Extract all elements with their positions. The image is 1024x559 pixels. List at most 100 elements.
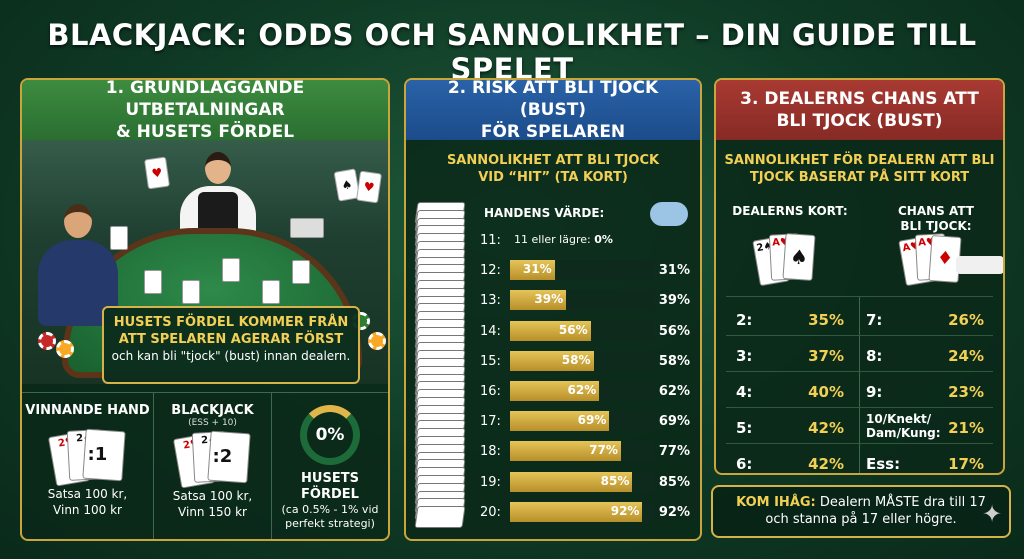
- house-edge-column: 0% HUSETS FÖRDEL (ca 0.5% - 1% vid perfe…: [272, 393, 388, 539]
- row-divider: [726, 443, 993, 444]
- page-title: BLACKJACK: ODDS OCH SANNOLIKHET – DIN GU…: [47, 18, 977, 86]
- panel-subtitle: SANNOLIKHET FÖR DEALERN ATT BLI TJOCK BA…: [716, 152, 1003, 186]
- bar-track: 56%: [510, 320, 654, 341]
- panel-payouts: 1. GRUNDLÄGGANDE UTBETALNINGAR & HUSETS …: [20, 78, 390, 541]
- bar-data-label: 77%: [589, 443, 618, 458]
- bar: 62%: [510, 381, 600, 401]
- heart-card-icon: ♥: [356, 170, 382, 204]
- heart-card-icon: ♥: [144, 156, 170, 190]
- bar-value: 56%: [658, 323, 690, 339]
- note-text: 11 eller lägre:: [514, 233, 595, 246]
- bust-percentage: 17%: [948, 455, 984, 473]
- hand-value-label: 14:: [480, 323, 501, 339]
- bust-chance-header: CHANS ATT BLI TJOCK:: [876, 204, 996, 234]
- winning-hand-column: VINNANDE HAND 2♥ 2♠ :1 Satsa 100 kr, Vin…: [22, 393, 154, 539]
- remember-label: KOM IHÅG:: [736, 495, 816, 510]
- dealer-card-label: 5:: [736, 419, 753, 437]
- panel-player-bust: 2. RISK ATT BLI TJOCK (BUST) FÖR SPELARE…: [404, 78, 702, 541]
- dealer-hand-icon: [956, 256, 1003, 274]
- bar-track: 69%: [510, 411, 654, 432]
- panel-dealer-bust-heading: 3. DEALERNS CHANS ATT BLI TJOCK (BUST): [716, 80, 1003, 140]
- card-shoe-icon: [110, 226, 128, 250]
- blackjack-column: BLACKJACK (ESS + 10) 2♥ 2♠ :2 Satsa 100 …: [154, 393, 272, 539]
- bar-track: 39%: [510, 290, 654, 311]
- column-divider: [859, 296, 860, 473]
- bust-percentage: 35%: [808, 311, 844, 329]
- bar-value: 85%: [658, 474, 690, 490]
- payout-ratio: :1: [87, 444, 108, 465]
- bust-percentage: 40%: [808, 383, 844, 401]
- bar: 39%: [510, 290, 567, 311]
- card-icon: [262, 280, 280, 304]
- card-icon: [414, 506, 466, 529]
- card-shoe-icon: [290, 218, 324, 238]
- dealer-card-label: Ess:: [866, 455, 901, 473]
- bar-track: 58%: [510, 350, 654, 371]
- cloud-icon: [650, 202, 688, 226]
- bar: 85%: [510, 471, 633, 492]
- callout-title: HUSETS FÖRDEL KOMMER FRÅN: [113, 315, 349, 330]
- dealer-card-label: 8:: [866, 347, 883, 365]
- bust-percentage: 42%: [808, 455, 844, 473]
- bar-value: 62%: [658, 384, 690, 399]
- card-icon: [222, 258, 240, 282]
- dealer-card-label: 3:: [736, 347, 753, 365]
- subtitle-line: VID “HIT” (TA KORT): [478, 170, 628, 185]
- dealer-cards-icon: 2♠ A♥ ♠: [752, 233, 826, 290]
- row-divider: [726, 371, 993, 372]
- bar-data-label: 31%: [522, 262, 552, 277]
- bar-track: 62%: [510, 381, 654, 401]
- note-value: 0%: [594, 233, 613, 246]
- hand-value-label: 19:: [480, 474, 501, 490]
- dealer-card-header: DEALERNS KORT:: [732, 204, 848, 218]
- bar-row: 12: 31% 31%: [480, 260, 690, 282]
- dealer-bust-row: 3: 37%: [736, 338, 844, 374]
- bar-value: 31%: [658, 263, 690, 279]
- heading-line: FÖR SPELAREN: [480, 122, 626, 142]
- bust-percentage: 21%: [948, 419, 984, 437]
- dealer-bust-row: 7: 26%: [866, 302, 984, 338]
- bar: 92%: [510, 501, 643, 522]
- hand-value-header: HANDENS VÄRDE:: [484, 206, 605, 220]
- bar-value: 69%: [658, 414, 690, 430]
- bar-data-label: 58%: [561, 352, 591, 367]
- row-divider: [726, 407, 993, 408]
- bar-value: 58%: [658, 353, 690, 369]
- bar: 56%: [510, 320, 591, 341]
- header-line: BLI TJOCK:: [900, 219, 972, 233]
- bar-data-label: 85%: [600, 473, 630, 488]
- label-line: 10/Knekt/: [866, 412, 932, 426]
- panel-payouts-heading: 1. GRUNDLÄGGANDE UTBETALNINGAR & HUSETS …: [22, 80, 388, 142]
- bar-row: 19: 85% 85%: [480, 471, 690, 494]
- hand-cards: 2♥ 2♠ :2: [172, 430, 253, 489]
- heading-line: 3. DEALERNS CHANS ATT: [740, 89, 979, 109]
- callout-title: ATT SPELAREN AGERAR FÖRST: [118, 332, 344, 347]
- bar: 77%: [510, 441, 621, 462]
- payout-text: Satsa 100 kr,: [172, 489, 253, 503]
- label-line: Dam/Kung:: [866, 426, 941, 440]
- bar-row: 16: 62% 62%: [480, 381, 690, 403]
- bar-row: 14: 56% 56%: [480, 320, 690, 343]
- dealer-card-label: 6:: [736, 455, 753, 473]
- sparkle-icon: ✦: [982, 500, 1003, 528]
- column-text: (ca 0.5% - 1% vid: [281, 503, 379, 516]
- chip-icon: [368, 332, 386, 350]
- dealer-bust-row: 6: 42%: [736, 446, 844, 473]
- bar-row: 20: 92% 92%: [480, 501, 690, 524]
- heading-line: & HUSETS FÖRDEL: [115, 122, 295, 142]
- dealer-bust-row: 8: 24%: [866, 338, 984, 374]
- house-edge-callout: HUSETS FÖRDEL KOMMER FRÅN ATT SPELAREN A…: [102, 306, 360, 384]
- panel-dealer-bust: 3. DEALERNS CHANS ATT BLI TJOCK (BUST) S…: [714, 78, 1005, 475]
- bar-value: 39%: [658, 293, 690, 309]
- bust-percentage: 23%: [948, 383, 984, 401]
- bar: 31%: [510, 260, 555, 281]
- hand-value-label: 12:: [480, 263, 501, 279]
- first-row-note: 11 eller lägre: 0%: [514, 233, 613, 246]
- bar-row: 13: 39% 39%: [480, 290, 690, 312]
- subtitle-line: SANNOLIKHET FÖR DEALERN ATT BLI: [724, 153, 995, 168]
- dealer-card-label: 9:: [866, 383, 883, 401]
- column-title: BLACKJACK: [171, 403, 254, 418]
- panel-subtitle: SANNOLIKHET ATT BLI TJOCK VID “HIT” (TA …: [406, 152, 700, 186]
- hand-value-label: 13:: [480, 293, 501, 309]
- subtitle-line: SANNOLIKHET ATT BLI TJOCK: [446, 153, 660, 168]
